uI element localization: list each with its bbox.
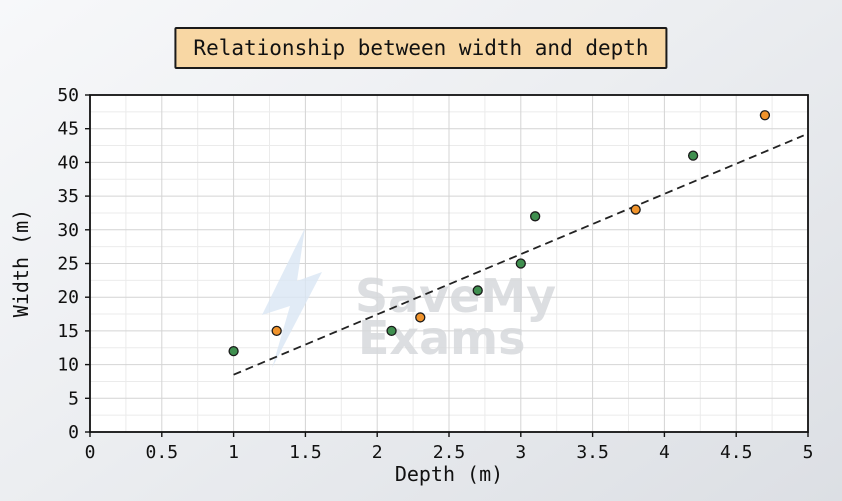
scatter-point-green-points <box>472 285 483 296</box>
watermark-text-line2: Exams <box>358 311 525 365</box>
y-tick-label: 35 <box>57 186 79 207</box>
y-tick-label: 0 <box>68 422 79 443</box>
chart-title: Relationship between width and depth <box>193 36 649 60</box>
y-tick-label: 15 <box>57 321 79 342</box>
scatter-point-green-points <box>515 258 526 269</box>
y-axis-title: Width (m) <box>9 209 33 317</box>
x-axis-title: Depth (m) <box>395 462 503 486</box>
y-tick-label: 10 <box>57 355 79 376</box>
ticks-layer: 0 0.5 1 1.5 2 2.5 3 3.5 4 4.5 50510152025303540455… <box>57 85 813 463</box>
y-tick-label: 30 <box>57 220 79 241</box>
scatter-point-orange-points <box>759 110 771 121</box>
scatter-point-orange-points <box>271 325 282 337</box>
watermark: SaveMy Exams <box>262 228 556 368</box>
y-tick-label: 5 <box>68 388 79 409</box>
x-tick-label: 0 <box>85 442 96 463</box>
x-tick-label: 2 <box>372 442 383 463</box>
scatter-point-orange-points <box>630 204 641 215</box>
x-tick-label: 1 <box>228 442 239 463</box>
x-tick-label: 3.5 <box>576 442 609 463</box>
x-tick-label: 2.5 <box>433 442 466 463</box>
chart-title-box: Relationship between width and depth <box>174 27 668 69</box>
scatter-point-green-points <box>386 325 397 337</box>
y-tick-label: 40 <box>57 152 79 173</box>
x-tick-label: 4.5 <box>720 442 753 463</box>
x-tick-label: 0.5 <box>146 442 179 463</box>
scatter-point-green-points <box>687 150 699 161</box>
watermark-logo-icon <box>262 228 322 368</box>
x-tick-label: 1.5 <box>289 442 322 463</box>
grid-layer <box>89 94 809 433</box>
x-tick-label: 3 <box>515 442 526 463</box>
scatter-point-green-points <box>530 211 541 222</box>
y-tick-label: 25 <box>57 254 79 275</box>
y-tick-label: 50 <box>57 85 79 106</box>
x-tick-label: 5 <box>803 442 814 463</box>
scatter-point-green-points <box>228 345 239 357</box>
watermark-text-line1: SaveMy <box>355 269 556 323</box>
x-tick-label: 4 <box>659 442 670 463</box>
scatter-point-orange-points <box>415 312 426 323</box>
y-tick-label: 20 <box>57 287 79 308</box>
y-tick-label: 45 <box>57 119 79 140</box>
